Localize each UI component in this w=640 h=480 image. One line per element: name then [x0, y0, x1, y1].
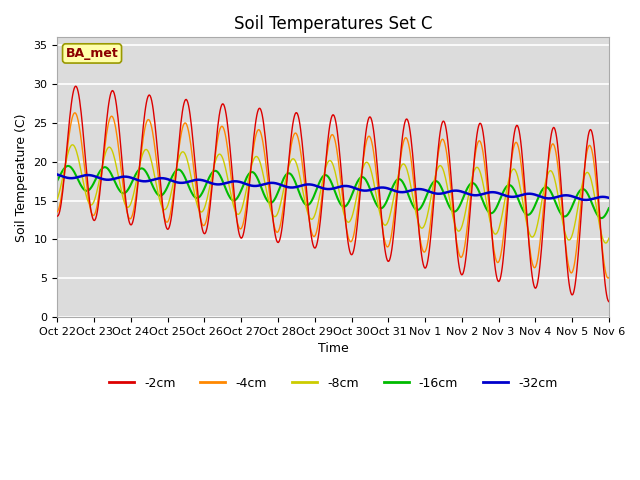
Legend: -2cm, -4cm, -8cm, -16cm, -32cm: -2cm, -4cm, -8cm, -16cm, -32cm: [104, 372, 563, 395]
Y-axis label: Soil Temperature (C): Soil Temperature (C): [15, 113, 28, 241]
Text: BA_met: BA_met: [66, 47, 118, 60]
X-axis label: Time: Time: [318, 342, 349, 356]
Title: Soil Temperatures Set C: Soil Temperatures Set C: [234, 15, 433, 33]
